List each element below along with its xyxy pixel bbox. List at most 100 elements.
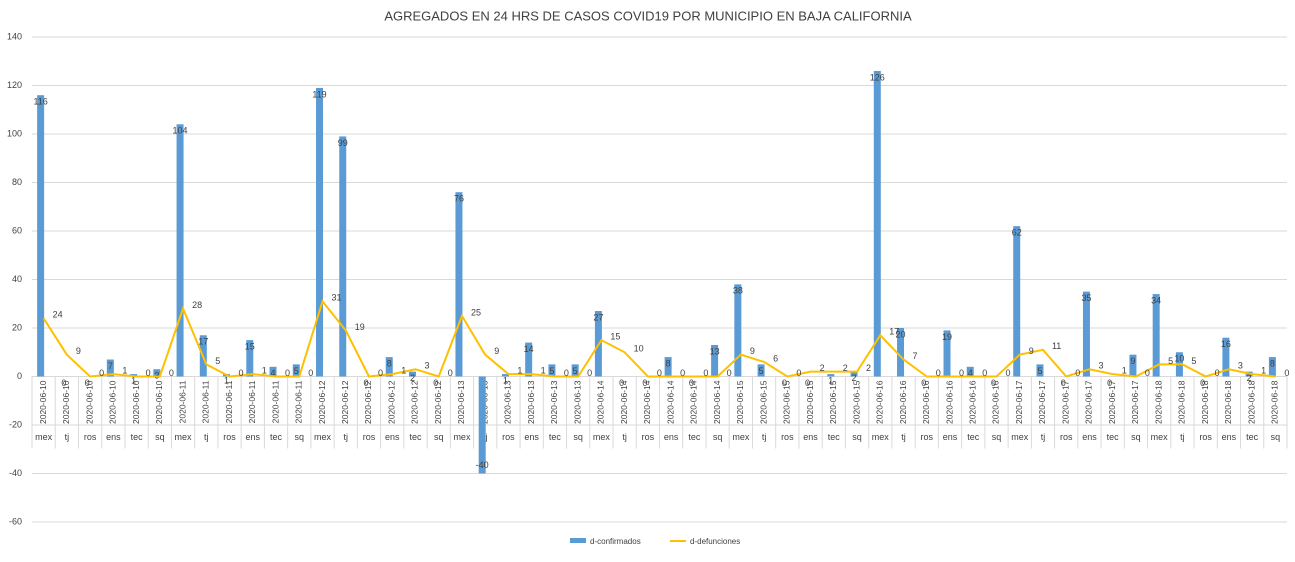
bar-value-label: 2 [852, 373, 857, 383]
x-tick-label: ens [803, 432, 818, 442]
x-tick-label: tec [688, 432, 701, 442]
x-tick-date: 2020-06-13 [503, 380, 513, 424]
x-tick-label: ros [921, 432, 934, 442]
line-value-label: 1 [1261, 365, 1266, 375]
bar-value-label: 0 [363, 378, 368, 388]
line-value-label: 3 [1098, 361, 1103, 371]
x-tick-date: 2020-06-18 [1223, 380, 1233, 424]
bar [1152, 294, 1160, 377]
y-tick-label: 40 [12, 274, 22, 284]
bar-value-label: 5 [1037, 366, 1042, 376]
x-tick-label: tec [131, 432, 144, 442]
x-tick-date: 2020-06-12 [317, 380, 327, 424]
bar-value-label: 5 [759, 366, 764, 376]
x-tick-label: tec [967, 432, 980, 442]
x-tick-date: 2020-06-14 [665, 380, 675, 424]
line-value-label: 5 [1191, 356, 1196, 366]
x-tick-date: 2020-06-13 [549, 380, 559, 424]
line-value-label: 2 [866, 363, 871, 373]
bar-value-label: 4 [968, 368, 973, 378]
line-value-label: 1 [1122, 365, 1127, 375]
x-tick-date: 2020-06-14 [642, 380, 652, 424]
line-value-label: 10 [634, 344, 644, 354]
line-value-label: 0 [657, 368, 662, 378]
bar [525, 342, 533, 377]
x-tick-date: 2020-06-12 [386, 380, 396, 424]
bar-value-label: 8 [666, 358, 671, 368]
line-value-label: 5 [1168, 356, 1173, 366]
line-value-label: 0 [936, 368, 941, 378]
x-tick-label: ens [1222, 432, 1237, 442]
x-tick-date: 2020-06-15 [828, 380, 838, 424]
bar-value-label: 104 [173, 126, 188, 136]
x-tick-label: mex [35, 432, 53, 442]
bar-value-label: 0 [85, 378, 90, 388]
bar [37, 95, 45, 377]
line-value-label: 9 [76, 346, 81, 356]
x-tick-date: 2020-06-10 [84, 380, 94, 424]
line-value-label: 3 [424, 361, 429, 371]
line-value-label: 0 [448, 368, 453, 378]
bar [339, 136, 347, 377]
bar-value-label: 1 [131, 375, 136, 385]
x-tick-date: 2020-06-11 [247, 380, 257, 423]
x-tick-label: sq [434, 432, 444, 442]
bar-value-label: 0 [689, 378, 694, 388]
x-tick-date: 2020-06-15 [735, 380, 745, 424]
y-tick-label: -60 [9, 516, 22, 526]
bar [827, 374, 835, 377]
bar-value-label: 0 [1107, 378, 1112, 388]
x-tick-date: 2020-06-13 [526, 380, 536, 424]
x-tick-date: 2020-06-12 [340, 380, 350, 424]
x-tick-label: ros [1199, 432, 1212, 442]
x-tick-label: mex [1151, 432, 1169, 442]
x-tick-date: 2020-06-11 [177, 380, 187, 423]
x-tick-date: 2020-06-17 [1014, 380, 1024, 424]
bar [106, 359, 114, 377]
line-value-label: 0 [1284, 368, 1289, 378]
bar [1268, 357, 1276, 377]
bar-value-label: 2 [410, 373, 415, 383]
bar-value-label: 16 [1221, 339, 1231, 349]
bar [873, 70, 881, 377]
bar-value-label: 8 [1270, 358, 1275, 368]
bar [1082, 291, 1090, 377]
line-value-label: 11 [1052, 341, 1061, 351]
bar-value-label: 1 [828, 375, 833, 385]
x-tick-label: tj [1041, 432, 1046, 442]
x-tick-date: 2020-06-12 [433, 380, 443, 424]
x-tick-label: ens [385, 432, 400, 442]
bar [269, 366, 277, 377]
line-value-label: 0 [564, 368, 569, 378]
x-tick-date: 2020-06-18 [1246, 380, 1256, 424]
bar-value-label: 0 [1200, 378, 1205, 388]
x-tick-date: 2020-06-11 [201, 380, 211, 423]
line-value-label: 0 [680, 368, 685, 378]
bar [1222, 337, 1230, 377]
chart-title: AGREGADOS EN 24 HRS DE CASOS COVID19 POR… [384, 8, 912, 23]
x-tick-label: sq [852, 432, 862, 442]
y-tick-label: -40 [9, 468, 22, 478]
y-tick-label: 20 [12, 322, 22, 332]
bar-value-label: 4 [271, 368, 276, 378]
bar [897, 328, 905, 377]
line-value-label: 0 [99, 368, 104, 378]
bar [548, 364, 556, 377]
bar-value-label: 119 [312, 89, 326, 99]
bar-value-label: 1 [224, 375, 229, 385]
y-tick-label: 80 [12, 177, 22, 187]
x-tick-label: tec [1107, 432, 1120, 442]
line-value-label: 9 [1029, 346, 1034, 356]
bar [757, 364, 765, 377]
bar [711, 344, 719, 377]
bar-value-label: 0 [921, 378, 926, 388]
x-tick-date: 2020-06-18 [1200, 380, 1210, 424]
bar [153, 369, 161, 377]
line-value-label: 0 [982, 368, 987, 378]
x-tick-label: sq [1271, 432, 1281, 442]
line-value-label: 0 [1075, 368, 1080, 378]
x-tick-date: 2020-06-16 [898, 380, 908, 424]
x-tick-label: tec [1246, 432, 1259, 442]
line-value-label: 1 [122, 365, 127, 375]
x-tick-label: mex [593, 432, 611, 442]
